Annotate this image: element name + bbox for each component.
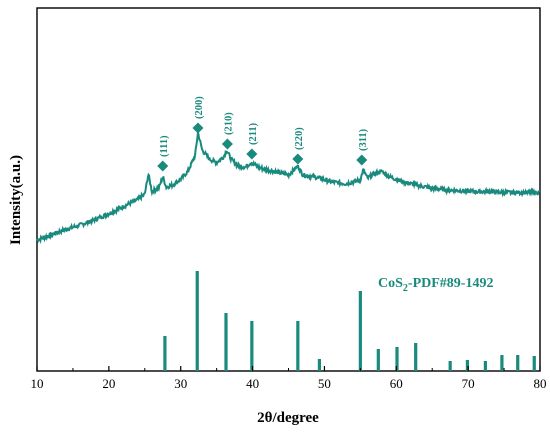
reference-label-sub: 2 [403,283,408,294]
reference-bar [414,343,418,371]
reference-bar [296,321,300,371]
reference-label-main: CoS [378,276,403,291]
reference-bar [376,349,380,371]
reference-bar [224,313,228,371]
reference-bars [163,271,536,371]
peak-marker-200 [192,122,204,134]
reference-bar [532,356,536,371]
reference-bar [163,336,167,371]
reference-bar [500,355,504,371]
peak-marker-311 [356,154,368,166]
x-tick-label: 80 [534,376,547,391]
peak-marker-111 [157,160,169,172]
peak-marker-210 [221,138,233,150]
x-tick-label: 40 [246,376,259,391]
reference-bar [465,360,470,371]
peak-marker-211 [246,148,258,160]
reference-bar [195,271,199,371]
reference-label-rest: -PDF#89-1492 [408,276,494,291]
x-axis-title: 2θ/degree [257,410,319,426]
x-tick-label: 10 [31,376,44,391]
reference-bar [483,361,487,371]
peak-markers: (111) (200) (210) (211) (220) (311) [157,96,369,172]
x-tick-label: 60 [390,376,403,391]
reference-bar [250,321,254,371]
peak-label: (311) [358,128,369,151]
x-tick-label: 30 [174,376,187,391]
peak-label: (220) [294,127,305,150]
peak-label: (211) [248,122,259,145]
reference-bar [358,291,362,371]
x-tick-label: 20 [102,376,115,391]
x-tick-label: 50 [318,376,331,391]
reference-bar [395,347,399,371]
peak-label: (111) [159,135,170,157]
x-tick-label: 70 [462,376,475,391]
reference-label: CoS2-PDF#89-1492 [378,276,493,294]
peak-label: (200) [194,96,205,119]
y-axis-title: Intensity(a.u.) [8,155,24,245]
reference-bar [516,355,520,371]
reference-bar [317,359,321,371]
peak-label: (210) [223,112,234,135]
x-axis-ticks: 10 20 30 40 50 60 70 80 [31,366,547,391]
series-line-xrd-pattern [36,132,541,245]
peak-marker-220 [292,153,304,165]
reference-bar [448,361,452,371]
